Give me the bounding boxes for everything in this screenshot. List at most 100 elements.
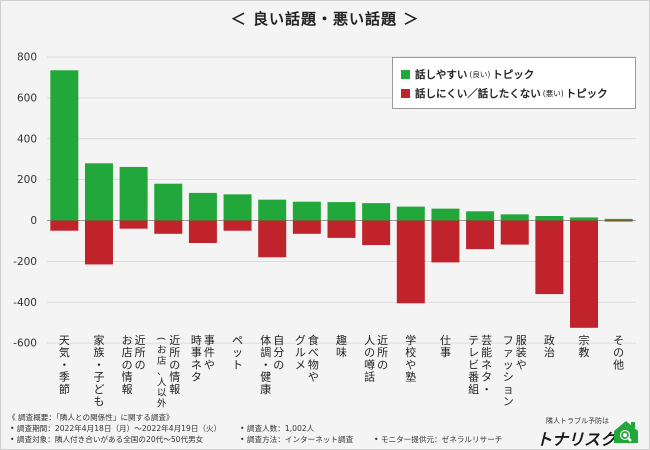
bar-good <box>223 194 252 221</box>
x-axis-label: 噂 <box>364 357 375 371</box>
bar-bad <box>500 220 529 245</box>
bar-bad <box>604 220 633 222</box>
note-method: • 調査方法：インターネット調査 <box>240 435 354 444</box>
x-axis-label: 、 <box>157 367 167 378</box>
x-axis-label: 分 <box>273 346 284 359</box>
y-tick-label: 200 <box>17 174 37 186</box>
x-axis-label: お <box>122 334 133 347</box>
bar-good <box>188 192 217 221</box>
bar-bad <box>292 220 321 234</box>
legend-bad-small: (悪い) <box>542 89 564 98</box>
x-axis-label: や <box>308 371 319 384</box>
x-axis-label: 情 <box>169 371 180 384</box>
x-axis-label: ン <box>503 395 514 408</box>
bar-bad <box>188 220 217 243</box>
x-axis-label: ビ <box>468 358 479 371</box>
x-axis-label: 以 <box>157 388 167 399</box>
x-axis-label: フ <box>503 334 514 347</box>
x-axis-label: 近 <box>377 334 388 347</box>
x-axis-label: 季 <box>59 371 70 384</box>
bar-good <box>84 163 113 221</box>
x-axis-label: の <box>122 358 133 371</box>
x-axis-label: 報 <box>169 383 180 396</box>
x-axis-label: 能 <box>481 345 492 359</box>
x-axis-label: グ <box>295 333 306 347</box>
legend-item-bad: 話しにくい／話したくない (悪い) トピック <box>401 86 608 101</box>
x-axis-label: 体 <box>260 333 271 347</box>
x-axis-label: ァ <box>503 346 514 359</box>
x-axis-label: 趣 <box>336 333 347 347</box>
bar-bad <box>50 220 79 231</box>
bar-good <box>466 211 495 221</box>
x-axis-label: 調 <box>260 345 271 359</box>
x-axis-label: 家 <box>93 333 104 347</box>
bar-good <box>500 214 529 221</box>
y-tick-label: 800 <box>17 52 37 64</box>
x-axis-label: の <box>135 358 146 371</box>
note-target: • 調査対象：隣人付き合いがある全国の20代～50代男女 <box>10 435 204 444</box>
x-axis-label: 節 <box>59 382 70 396</box>
logo-tagline: 隣人トラブル予防は <box>546 417 609 425</box>
x-axis-label: 近 <box>135 334 146 347</box>
x-axis-label: 子 <box>93 371 104 384</box>
y-tick-label: -400 <box>13 297 37 309</box>
x-axis-label: 報 <box>122 383 133 396</box>
x-axis-label: 話 <box>364 370 375 384</box>
x-axis-label: ル <box>295 346 306 359</box>
x-axis-label: お <box>157 345 167 356</box>
x-axis-labels: 天気・季節家族・子ども近所のお店の情報近所の情報(お店、人以外)事件や時事ネタペ… <box>59 333 624 410</box>
x-axis-label: 芸 <box>481 334 492 347</box>
x-axis-label: ど <box>93 383 104 396</box>
x-axis-label: 所 <box>169 346 180 359</box>
x-axis-label: 事 <box>204 334 215 347</box>
x-axis-label: ・ <box>481 383 492 396</box>
x-axis-label: ペ <box>232 334 243 347</box>
x-axis-label: ッ <box>503 358 514 371</box>
x-axis-label: 自 <box>273 334 284 347</box>
bar-bad <box>466 220 495 250</box>
legend-swatch-good <box>401 70 410 79</box>
legend-bad-label: 話しにくい／話したくない <box>415 88 541 100</box>
bar-good <box>154 183 183 221</box>
x-axis-label: ネ <box>191 358 202 371</box>
x-axis-label: シ <box>503 371 514 384</box>
x-axis-label: 組 <box>468 383 479 396</box>
x-axis-label: ッ <box>232 346 243 359</box>
y-tick-label: 400 <box>17 133 37 145</box>
x-axis-label: 気 <box>59 345 70 359</box>
bar-good <box>570 217 599 221</box>
x-axis-label: 所 <box>377 346 388 359</box>
logo-name: トナリスク <box>536 430 617 449</box>
x-axis-label: の <box>364 346 375 359</box>
x-axis-label: 事 <box>440 346 451 359</box>
bar-good <box>362 203 391 221</box>
y-tick-label: -600 <box>13 338 37 350</box>
legend-bad-suffix: トピック <box>565 88 608 100</box>
bar-bad <box>431 220 460 263</box>
x-axis-label: 天 <box>59 334 70 347</box>
x-axis-label: タ <box>191 371 202 384</box>
legend-good-suffix: トピック <box>492 69 535 81</box>
bar-good <box>396 206 425 221</box>
x-axis-label: 装 <box>516 346 527 359</box>
x-axis-label: も <box>93 395 104 408</box>
note-monitor: • モニター提供元：ゼネラルリサーチ <box>374 435 503 444</box>
bar-bad <box>535 220 564 295</box>
x-axis-label: 政 <box>544 333 555 347</box>
x-axis-label: 店 <box>122 345 133 359</box>
x-axis-label: 健 <box>260 371 271 384</box>
y-tick-label: -200 <box>13 256 37 268</box>
x-axis-label: ョ <box>503 383 514 396</box>
x-axis-label: 人 <box>364 334 375 347</box>
x-axis-label: 治 <box>544 345 555 359</box>
x-axis-label: ト <box>232 358 243 371</box>
legend-item-good: 話しやすい (良い) トピック <box>401 67 534 82</box>
bar-bad <box>570 220 599 328</box>
x-axis-label: 店 <box>157 355 167 367</box>
x-axis-label: 人 <box>157 377 167 388</box>
x-axis-label: ネ <box>481 358 492 371</box>
x-axis-label: 他 <box>613 358 624 371</box>
x-axis-label: 服 <box>516 334 527 347</box>
note-count: • 調査人数：1,002人 <box>240 424 315 433</box>
